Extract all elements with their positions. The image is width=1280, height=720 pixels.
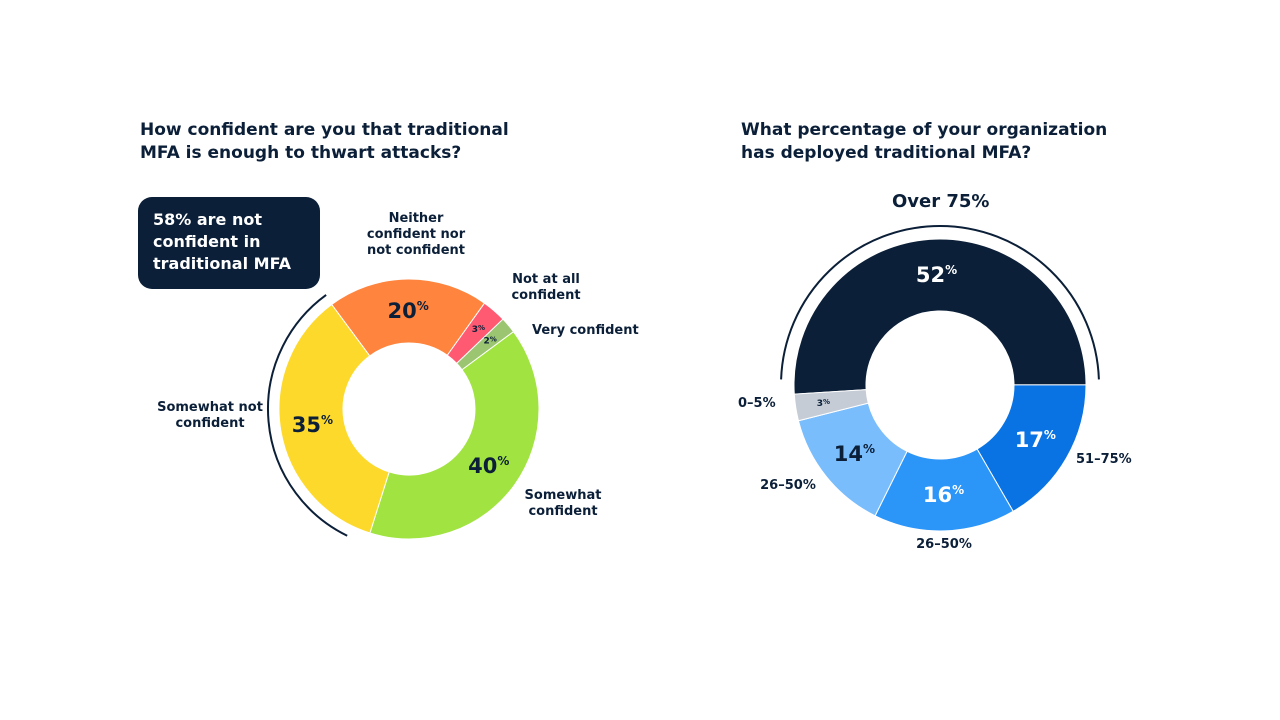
slice-0 <box>793 238 1087 395</box>
label-51-75: 51–75% <box>1076 452 1132 467</box>
slice-4 <box>278 303 390 534</box>
label-not-at-all-confident: Not at all confident <box>511 272 581 303</box>
percent-sign: % <box>417 299 429 313</box>
slice-value-label-1: 17% <box>1015 428 1056 452</box>
label-somewhat-not-confident: Somewhat not confident <box>157 400 263 431</box>
slice-value-label-1: 3% <box>472 324 485 335</box>
slice-4 <box>793 389 869 422</box>
callout-box: 58% are not confident in traditional MFA <box>138 197 320 289</box>
percent-sign: % <box>478 324 485 332</box>
label-neither: Neither confident nor not confident <box>366 211 466 258</box>
percent-sign: % <box>863 442 875 456</box>
not-confident-bracket-arc <box>267 294 348 537</box>
label-somewhat-confident: Somewhat confident <box>524 488 602 519</box>
label-0-5: 0–5% <box>738 396 776 411</box>
label-over-75: Over 75% <box>892 191 990 212</box>
slice-value-label-3: 14% <box>834 442 875 466</box>
slice-value-label-4: 3% <box>817 398 830 409</box>
percent-sign: % <box>321 413 333 427</box>
percent-sign: % <box>952 483 964 497</box>
label-very-confident: Very confident <box>532 323 639 338</box>
label-26-50-left: 26–50% <box>760 478 816 493</box>
slice-value-label-0: 52% <box>916 263 957 287</box>
slice-0 <box>330 278 486 357</box>
slice-3 <box>369 330 540 540</box>
callout-text: 58% are not confident in traditional MFA <box>153 210 292 273</box>
over-75-bracket-arc <box>780 225 1100 380</box>
percent-sign: % <box>1044 428 1056 442</box>
percent-sign: % <box>823 398 830 406</box>
label-26-50-bottom: 26–50% <box>916 537 972 552</box>
percent-sign: % <box>945 263 957 277</box>
percent-sign: % <box>497 454 509 468</box>
slice-1 <box>976 384 1087 513</box>
slice-value-label-2: 2% <box>483 336 496 347</box>
percent-sign: % <box>490 336 497 344</box>
left-chart-title: How confident are you that traditional M… <box>140 120 509 163</box>
right-chart-title: What percentage of your organization has… <box>741 120 1108 163</box>
